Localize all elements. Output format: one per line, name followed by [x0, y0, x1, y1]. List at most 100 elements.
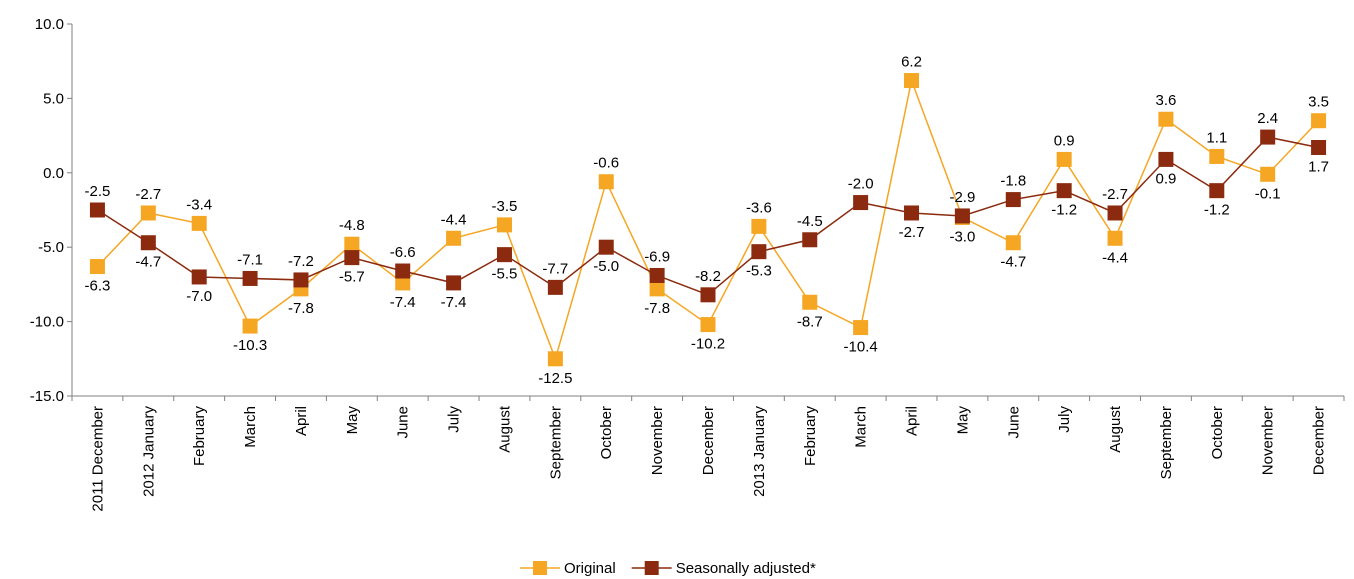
- series-0-point: [802, 294, 818, 310]
- series-1-point: [344, 250, 360, 266]
- seasonally-adjusted-data-label: -2.9: [949, 189, 975, 206]
- x-tick-label: October: [1209, 406, 1226, 459]
- series-line-0: [96, 77, 1320, 362]
- x-tick-label: December: [1311, 406, 1328, 475]
- y-tick-label: -15.0: [30, 388, 64, 405]
- series-1-point: [242, 270, 258, 286]
- seasonally-adjusted-data-label: -7.4: [441, 294, 467, 311]
- seasonally-adjusted-data-label: -5.3: [746, 263, 772, 280]
- series-1-point: [700, 287, 716, 303]
- series-1-point: [293, 272, 309, 288]
- seasonally-adjusted-data-label: -2.0: [848, 176, 874, 193]
- original-data-label: -2.7: [135, 186, 161, 203]
- legend-label-1: Seasonally adjusted*: [676, 560, 816, 577]
- seasonally-adjusted-data-label: -7.2: [288, 253, 314, 270]
- original-data-label: -0.6: [593, 155, 619, 172]
- legend-marker-1: [644, 561, 659, 575]
- series-0-point: [1158, 111, 1174, 127]
- original-data-label: 3.5: [1308, 94, 1329, 111]
- x-tick-label: October: [598, 406, 615, 459]
- series-1-point: [1158, 151, 1174, 167]
- series-1-point: [649, 267, 665, 283]
- x-tick-label: April: [904, 406, 921, 436]
- original-data-label: -7.4: [390, 294, 416, 311]
- series-0-point: [751, 218, 767, 234]
- seasonally-adjusted-data-label: 2.4: [1257, 110, 1278, 127]
- seasonally-adjusted-data-label: -7.0: [186, 288, 212, 305]
- original-data-label: -8.7: [797, 313, 823, 330]
- series-0-point: [1005, 235, 1021, 251]
- y-tick-label: -10.0: [30, 314, 64, 331]
- axes: 10.0 5.0 0.0 -5.0 -10.0 -15.0 2011 December 201…: [30, 16, 1345, 512]
- series-0-point: [853, 320, 869, 336]
- y-tick-label: 5.0: [43, 90, 64, 107]
- series-0-point: [598, 174, 614, 190]
- series-1-point: [1311, 140, 1327, 156]
- x-tick-label: July: [446, 406, 463, 433]
- series-0-point: [700, 317, 716, 333]
- seasonally-adjusted-data-label: -5.5: [492, 266, 518, 283]
- y-tick-label: -5.0: [38, 239, 64, 256]
- series-0-point: [446, 230, 462, 246]
- original-data-label: 6.2: [901, 54, 922, 71]
- series-0-point: [1260, 166, 1276, 182]
- series-1-point: [547, 279, 563, 295]
- seasonally-adjusted-data-label: -2.5: [85, 183, 111, 200]
- series-0-point: [1107, 230, 1123, 246]
- series-0-point: [904, 73, 920, 89]
- seasonally-adjusted-data-label: -8.2: [695, 268, 721, 285]
- series-lines: [89, 73, 1327, 367]
- original-data-label: -7.8: [644, 300, 670, 317]
- series-1-point: [751, 244, 767, 260]
- original-data-label: 1.1: [1206, 129, 1227, 146]
- seasonally-adjusted-data-label: -4.5: [797, 213, 823, 230]
- original-data-label: -3.4: [186, 196, 212, 213]
- series-1-point: [954, 208, 970, 224]
- series-1-point: [1056, 183, 1072, 199]
- series-1-point: [140, 235, 156, 251]
- series-0-point: [191, 215, 207, 231]
- original-data-label: -3.0: [949, 228, 975, 245]
- series-0-point: [140, 205, 156, 221]
- legend-label-0: Original: [564, 560, 616, 577]
- x-tick-label: August: [1107, 405, 1124, 453]
- original-data-label: -10.2: [691, 336, 725, 353]
- series-1-point: [904, 205, 920, 221]
- data-labels: -6.3 -2.5 -2.7 -4.7 -3.4 -7.0 -10.3 -7.1 -7.8 -7.…: [85, 54, 1329, 387]
- series-1-point: [1107, 205, 1123, 221]
- original-data-label: -4.4: [441, 211, 467, 228]
- original-data-label: -10.4: [844, 339, 878, 356]
- seasonally-adjusted-data-label: -7.7: [542, 260, 568, 277]
- seasonally-adjusted-data-label: -7.1: [237, 251, 263, 268]
- series-1-point: [853, 195, 869, 211]
- original-data-label: -6.3: [85, 278, 111, 295]
- x-tick-label: April: [293, 406, 310, 436]
- original-data-label: -4.7: [1000, 254, 1026, 271]
- seasonally-adjusted-data-label: -4.7: [135, 254, 161, 271]
- series-1-point: [395, 263, 411, 279]
- series-1-point: [496, 247, 512, 263]
- original-data-label: -7.8: [288, 300, 314, 317]
- x-tick-label: August: [496, 405, 513, 453]
- x-tick-label: March: [242, 406, 259, 448]
- series-0-point: [1209, 148, 1225, 164]
- original-data-label: 0.9: [1054, 132, 1075, 149]
- series-0-point: [89, 259, 105, 275]
- series-1-point: [802, 232, 818, 248]
- series-0-point: [547, 351, 563, 367]
- legend-marker-0: [533, 561, 547, 575]
- series-1-point: [598, 239, 614, 255]
- seasonally-adjusted-data-label: -6.9: [644, 248, 670, 265]
- seasonally-adjusted-data-label: -5.7: [339, 269, 365, 286]
- x-tick-label: May: [954, 406, 971, 435]
- series-1-point: [446, 275, 462, 291]
- original-data-label: -12.5: [538, 370, 572, 387]
- original-data-label: -0.1: [1255, 185, 1281, 202]
- x-tick-label: September: [547, 406, 564, 479]
- x-tick-label: March: [853, 406, 870, 448]
- original-data-label: -3.5: [492, 198, 518, 215]
- series-0-point: [1311, 113, 1327, 129]
- original-data-label: -10.3: [233, 337, 267, 354]
- series-1-point: [89, 202, 105, 218]
